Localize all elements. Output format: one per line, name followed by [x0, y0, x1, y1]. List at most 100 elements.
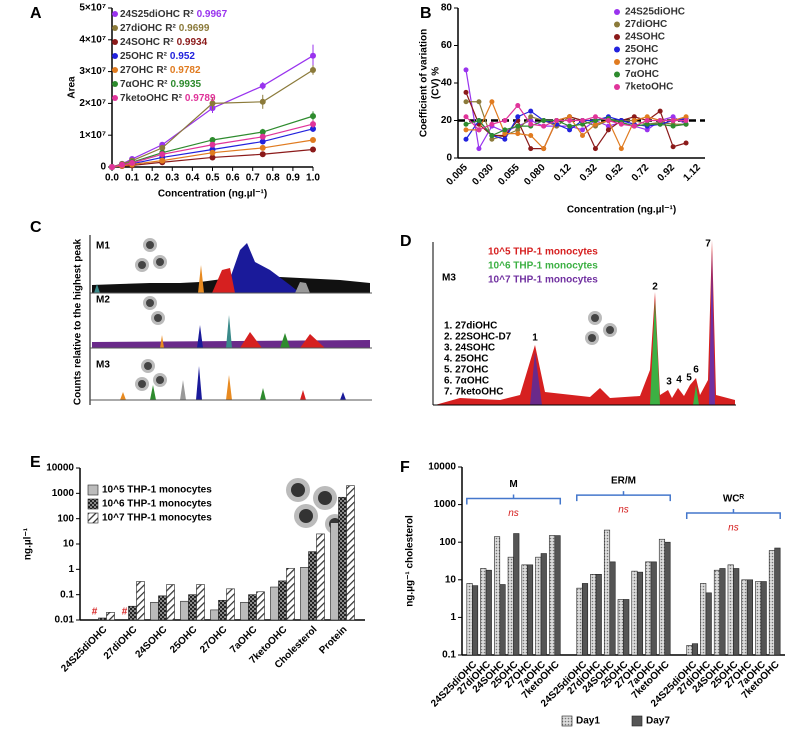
legend-entry: 10^5 THP-1 monocytes	[102, 485, 212, 496]
legend-r2-label: R²	[156, 51, 167, 62]
peak-label: 3	[666, 377, 672, 388]
bar	[774, 547, 781, 656]
point	[259, 151, 266, 158]
bar	[150, 601, 159, 621]
bar	[548, 535, 556, 656]
point	[209, 149, 216, 156]
point	[489, 133, 495, 138]
bar	[540, 553, 547, 656]
legend-marker	[614, 21, 620, 28]
point	[592, 118, 598, 123]
legend-marker	[112, 39, 118, 45]
x-tick-label: 0.32	[578, 162, 600, 184]
legend-marker	[112, 53, 118, 59]
point	[683, 114, 689, 120]
y-tick-label: 20	[441, 115, 453, 126]
y-tick-label: 1000	[434, 499, 457, 510]
point	[580, 127, 585, 133]
legend-swatch	[87, 498, 99, 510]
point	[631, 123, 637, 129]
point	[670, 118, 676, 123]
bar	[218, 599, 227, 621]
point	[259, 133, 266, 140]
y-tick-label: 1×10⁷	[79, 130, 106, 141]
legend-swatch	[87, 484, 99, 496]
y-tick-label: 100	[57, 513, 74, 524]
legend-entry: 7αOHC	[625, 69, 659, 80]
legend-entry: 7ketoOHC	[625, 82, 673, 93]
group-annotation: ns	[508, 508, 519, 519]
legend-entry: 7ketoOHC R² 0.9789	[120, 93, 216, 104]
chromatogram-c: Counts relative to the highest peak M1 M…	[73, 235, 372, 405]
point	[310, 67, 316, 74]
compound: 4. 25OHC	[444, 354, 488, 365]
legend-entry: 27diOHC R² 0.9699	[120, 23, 210, 34]
point	[515, 103, 521, 108]
x-tick-label: 0.1	[125, 173, 139, 184]
legend-swatch	[631, 715, 643, 727]
point	[605, 118, 611, 123]
point	[119, 161, 126, 168]
x-tick-label: 0.6	[226, 173, 240, 184]
bar	[631, 570, 638, 656]
bar	[346, 485, 355, 621]
point	[631, 114, 637, 120]
point	[463, 121, 469, 127]
bar	[713, 569, 721, 656]
bar	[691, 643, 699, 656]
point	[259, 138, 266, 145]
bar	[98, 617, 107, 621]
group-label: WCᴿ	[723, 494, 745, 505]
y-axis-label: Coefficient of variation	[419, 29, 430, 137]
legend-marker	[112, 81, 118, 87]
y-tick-label: 100	[439, 537, 456, 548]
legend-name: 7αOHC	[120, 79, 154, 90]
bar	[480, 568, 487, 656]
legend-r2-label: R²	[157, 79, 168, 90]
compound: 1. 27diOHC	[444, 321, 497, 332]
point	[476, 118, 482, 123]
x-tick-label: 0.0	[105, 173, 119, 184]
legend-swatch	[87, 512, 99, 524]
bar	[521, 564, 528, 656]
legend-entry: 10^7 THP-1 monocytes	[488, 275, 598, 286]
point	[109, 164, 115, 170]
point	[683, 121, 689, 127]
point	[644, 127, 650, 133]
point	[567, 114, 573, 120]
point	[528, 146, 534, 152]
bar	[526, 564, 534, 656]
x-tick-label: 27OHC	[198, 624, 229, 655]
point	[644, 121, 650, 127]
legend-entry: 7αOHC R² 0.9935	[120, 79, 202, 90]
bar	[256, 591, 265, 621]
legend-entry: Day1	[576, 716, 600, 727]
group-bracket	[685, 509, 781, 520]
missing-label: #	[122, 607, 128, 618]
legend-entry: 24S25diOHC	[625, 7, 685, 18]
legend-r2: 0.952	[170, 51, 195, 62]
peak-label: 6	[693, 365, 699, 376]
legend-entry: 25OHC R² 0.952	[120, 51, 195, 62]
point	[310, 113, 316, 120]
legend-r2: 0.9789	[185, 93, 216, 104]
y-tick-label: 4×10⁷	[79, 34, 106, 45]
bar	[210, 609, 219, 621]
bar	[499, 584, 506, 656]
legend-name: 24SOHC	[120, 37, 160, 48]
legend-entry: 24SOHC	[625, 32, 665, 43]
point	[259, 82, 266, 89]
bar	[755, 581, 762, 656]
bar	[609, 561, 616, 656]
point	[463, 67, 469, 73]
point	[528, 133, 534, 138]
panel-label: B	[420, 5, 432, 22]
x-tick-label: 0.030	[470, 162, 496, 188]
compound: 2. 22SOHC-D7	[444, 332, 512, 343]
point	[618, 121, 624, 127]
x-tick-label: Protein	[317, 624, 349, 656]
point	[129, 159, 136, 166]
x-tick-label: 0.2	[145, 173, 159, 184]
bar	[316, 533, 325, 621]
y-tick-label: 10000	[428, 462, 456, 473]
